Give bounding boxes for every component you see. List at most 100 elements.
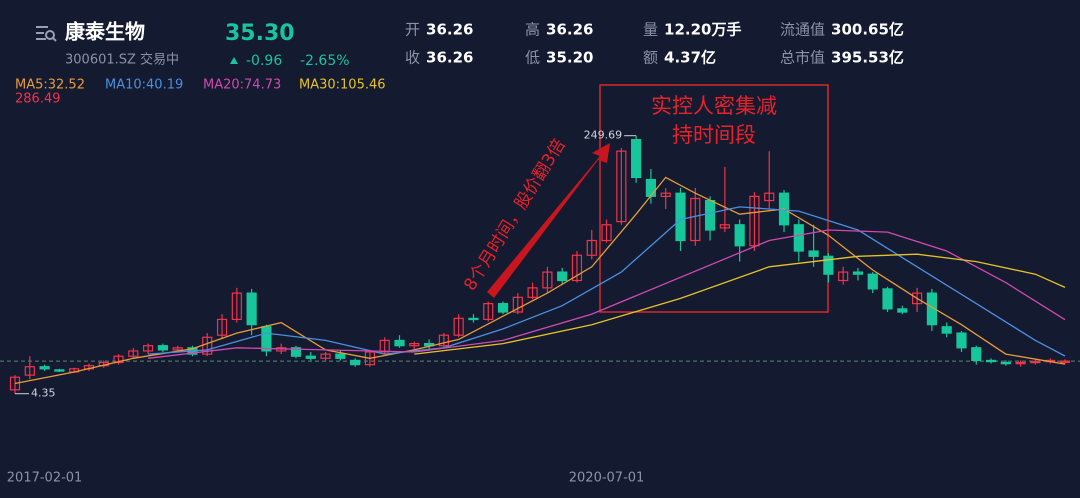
candle-body <box>438 334 449 347</box>
candle-body <box>246 292 257 326</box>
candle-body <box>1030 360 1041 364</box>
candle-body <box>971 347 982 362</box>
candle-body <box>557 271 568 282</box>
ma-line <box>148 206 1066 357</box>
legend-entry: MA10:40.19 <box>105 78 183 93</box>
candle-body <box>571 254 583 282</box>
candle-body <box>897 308 908 313</box>
candle-body <box>335 353 346 359</box>
candle-body <box>823 255 834 275</box>
annotation: 持时间段 <box>672 123 756 147</box>
candle-body <box>423 342 435 347</box>
candle-body <box>497 303 509 313</box>
stock-code: 300601.SZ 交易中 <box>65 52 179 68</box>
candle-body <box>704 199 716 231</box>
candle-body <box>838 271 849 282</box>
candle-body <box>1015 361 1026 365</box>
candle-body <box>852 271 864 275</box>
stat-value: 36.26 <box>426 21 473 39</box>
max-label: 249.69 <box>584 129 623 142</box>
change-icon <box>230 57 238 64</box>
candle-body <box>290 347 302 357</box>
candle-body <box>9 376 21 391</box>
trend-arrow <box>487 143 610 298</box>
candle-body <box>808 250 819 257</box>
candle-body <box>660 192 671 197</box>
candle-body <box>261 326 272 352</box>
annotation: 实控人密集减 <box>651 94 777 118</box>
candle-body <box>483 303 494 321</box>
candle-body <box>764 192 775 202</box>
stat-label: 量 <box>643 21 658 39</box>
candle-body <box>364 351 376 366</box>
candle-body <box>216 318 228 336</box>
candle-body <box>172 347 183 351</box>
candle-body <box>394 339 405 347</box>
stat-value: 36.26 <box>546 21 593 39</box>
candle-body <box>350 359 361 366</box>
candle-body <box>1059 360 1071 363</box>
candle-body <box>645 178 657 197</box>
candle-body <box>157 345 168 351</box>
stat-label: 开 <box>405 21 420 39</box>
candle-body <box>867 273 878 290</box>
stat-value: 395.53亿 <box>831 49 904 67</box>
candle-body <box>734 224 745 247</box>
candle-body <box>793 224 804 252</box>
price-change-pct: -2.65% <box>300 53 350 69</box>
candle-body <box>542 271 553 289</box>
stat-label: 流通值 <box>780 21 825 39</box>
stat-value: 36.26 <box>426 49 473 67</box>
candle-body <box>409 342 420 347</box>
app-icon <box>36 26 57 42</box>
stock-price: 35.30 <box>225 21 295 46</box>
candle-body <box>719 224 730 229</box>
stat-label: 收 <box>405 49 420 67</box>
x-tick-label: 2017-02-01 <box>7 471 83 486</box>
candle-body <box>912 292 923 305</box>
price-change: -0.96 <box>246 53 282 69</box>
candle-body <box>527 287 538 298</box>
candle-body <box>54 369 65 372</box>
stock-name: 康泰生物 <box>65 20 145 44</box>
candle-body <box>941 326 952 334</box>
legend-entry: MA30:105.46 <box>299 78 386 93</box>
candle-body <box>926 292 938 326</box>
ma-line <box>148 229 1066 359</box>
stat-label: 低 <box>525 49 540 67</box>
candle-body <box>24 366 35 376</box>
min-label: 4.35 <box>31 387 56 400</box>
candle-body <box>305 355 316 359</box>
candle-body <box>453 317 464 336</box>
stat-label: 总市值 <box>780 49 825 67</box>
stat-value: 4.37亿 <box>664 49 716 67</box>
legend-entry: MA20:74.73 <box>203 78 281 93</box>
candle-body <box>1000 361 1011 365</box>
stat-label: 高 <box>525 21 540 39</box>
candle-body <box>882 288 893 310</box>
ma-line <box>14 176 1066 385</box>
x-tick-label: 2020-07-01 <box>569 471 645 486</box>
candle-body <box>142 345 154 352</box>
stat-value: 35.20 <box>546 49 593 67</box>
stat-value: 12.20万手 <box>664 21 741 39</box>
candle-body <box>39 366 50 370</box>
stat-label: 额 <box>643 49 658 67</box>
candle-body <box>512 296 523 313</box>
candle-body <box>616 150 627 223</box>
candle-body <box>320 353 331 359</box>
candle-body <box>586 239 597 256</box>
candle-body <box>631 138 642 179</box>
ma-line <box>414 253 1066 355</box>
y-tick-label: 286.49 <box>15 92 61 107</box>
candle-body <box>128 350 139 357</box>
candle-body <box>379 339 390 353</box>
candle-body <box>468 317 479 321</box>
stat-value: 300.65亿 <box>831 21 904 39</box>
candle-body <box>985 359 997 363</box>
candle-body <box>231 292 242 321</box>
candle-body <box>113 355 124 364</box>
candle-body <box>601 224 612 242</box>
